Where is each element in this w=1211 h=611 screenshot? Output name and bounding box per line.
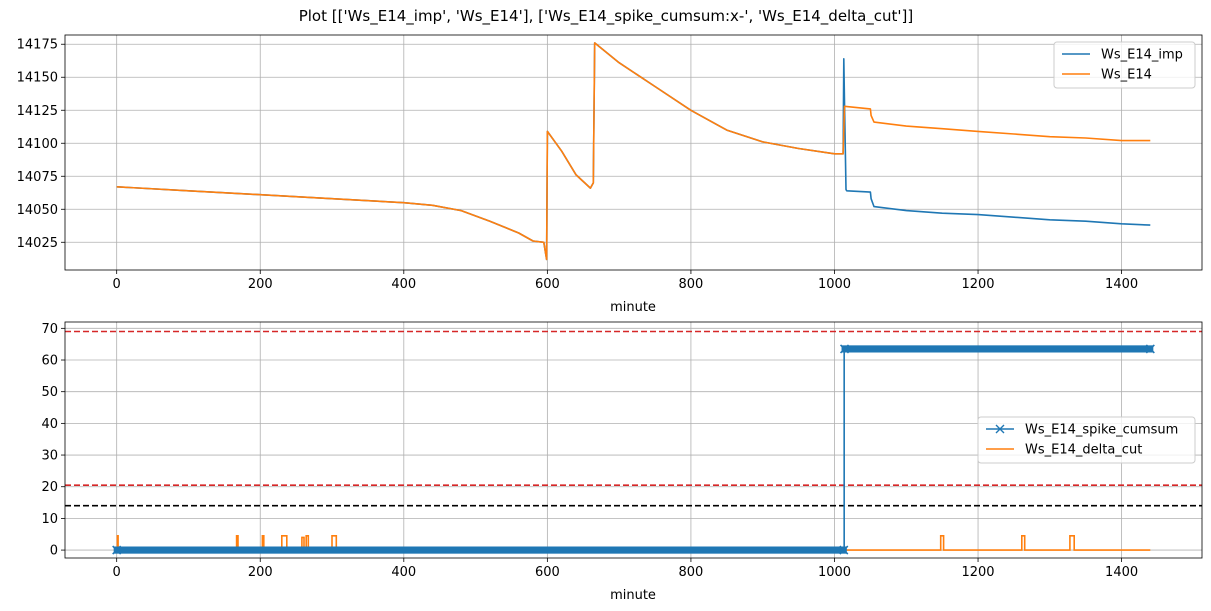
top-axes-xtick-label: 1400 <box>1105 277 1138 292</box>
bottom-axes-xtick-label: 200 <box>248 565 273 580</box>
bottom-axes-xtick-label: 600 <box>535 565 560 580</box>
legend-marker-x <box>995 424 1005 434</box>
top-axes-xtick-label: 1200 <box>961 277 994 292</box>
x-marker-3 <box>1145 344 1155 354</box>
top-axes-ytick-label: 14100 <box>17 137 58 152</box>
top-axes-ytick-label: 14025 <box>17 236 58 251</box>
legend-label-ws-e14: Ws_E14 <box>1101 68 1152 83</box>
legend-label-ws-e14-imp: Ws_E14_imp <box>1101 48 1183 63</box>
bottom-axes-xtick-label: 800 <box>679 565 704 580</box>
bottom-axes-ytick-label: 10 <box>41 512 58 527</box>
bottom-axes-xtick-label: 1000 <box>818 565 851 580</box>
top-axes-ytick-label: 14125 <box>17 104 58 119</box>
top-axes-xtick-label: 0 <box>113 277 121 292</box>
bottom-axes-ytick-label: 30 <box>41 449 58 464</box>
bottom-axes-xtick-label: 400 <box>391 565 416 580</box>
top-axes-xtick-label: 1000 <box>818 277 851 292</box>
top-axes-xtick-label: 600 <box>535 277 560 292</box>
top-axes-xtick-label: 400 <box>391 277 416 292</box>
bottom-axes-ytick-label: 50 <box>41 385 58 400</box>
series-markers-ws-e14-spike-cumsum-high <box>841 345 1154 353</box>
bottom-axes-ytick-label: 60 <box>41 354 58 369</box>
x-marker-0 <box>112 545 122 555</box>
top-axes-ytick-label: 14050 <box>17 203 58 218</box>
legend-label-ws-e14-spike-cumsum: Ws_E14_spike_cumsum <box>1025 423 1178 438</box>
bottom-legend-box <box>977 416 1196 464</box>
bottom-axes-frame <box>64 321 1203 559</box>
top-axes-xlabel: minute <box>610 300 656 315</box>
bottom-axes: 0 200 400 600 800 1000 1200 1400 0 10 20 30 40 50 60 70… <box>41 321 1203 580</box>
x-marker-1 <box>839 545 849 555</box>
bottom-axes-ytick-label: 70 <box>41 322 58 337</box>
bottom-axes-xtick-label: 1400 <box>1105 565 1138 580</box>
top-axes-xtick-label: 800 <box>679 277 704 292</box>
bottom-axes-ytick-label: 0 <box>50 544 58 559</box>
top-axes-ytick-label: 14175 <box>17 38 58 53</box>
bottom-axes-ytick-label: 40 <box>41 417 58 432</box>
figure-title: Plot [['Ws_E14_imp', 'Ws_E14'], ['Ws_E14… <box>299 7 914 26</box>
legend-label-ws-e14-delta-cut: Ws_E14_delta_cut <box>1025 443 1142 458</box>
top-axes-plot-area <box>116 42 1151 261</box>
bottom-axes-xtick-label: 1200 <box>961 565 994 580</box>
top-legend: Ws_E14_imp Ws_E14 <box>1053 41 1196 89</box>
series-markers-ws-e14-spike-cumsum-low <box>113 546 847 554</box>
bottom-axes-xtick-label: 0 <box>113 565 121 580</box>
bottom-axes-xlabel: minute <box>610 588 656 603</box>
top-axes-frame <box>64 34 1203 271</box>
top-axes-ytick-label: 14075 <box>17 170 58 185</box>
bottom-legend: Ws_E14_spike_cumsum Ws_E14_delta_cut <box>977 416 1196 464</box>
top-axes-ytick-label: 14150 <box>17 71 58 86</box>
top-axes: 0 200 400 600 800 1000 1200 1400 14025 14050 14075… <box>17 34 1203 292</box>
x-marker-2 <box>839 344 850 354</box>
series-line-ws-e14 <box>116 42 1151 261</box>
bottom-axes-plot-area <box>65 330 1202 555</box>
bottom-axes-ytick-label: 20 <box>41 480 58 495</box>
top-axes-xtick-label: 200 <box>248 277 273 292</box>
